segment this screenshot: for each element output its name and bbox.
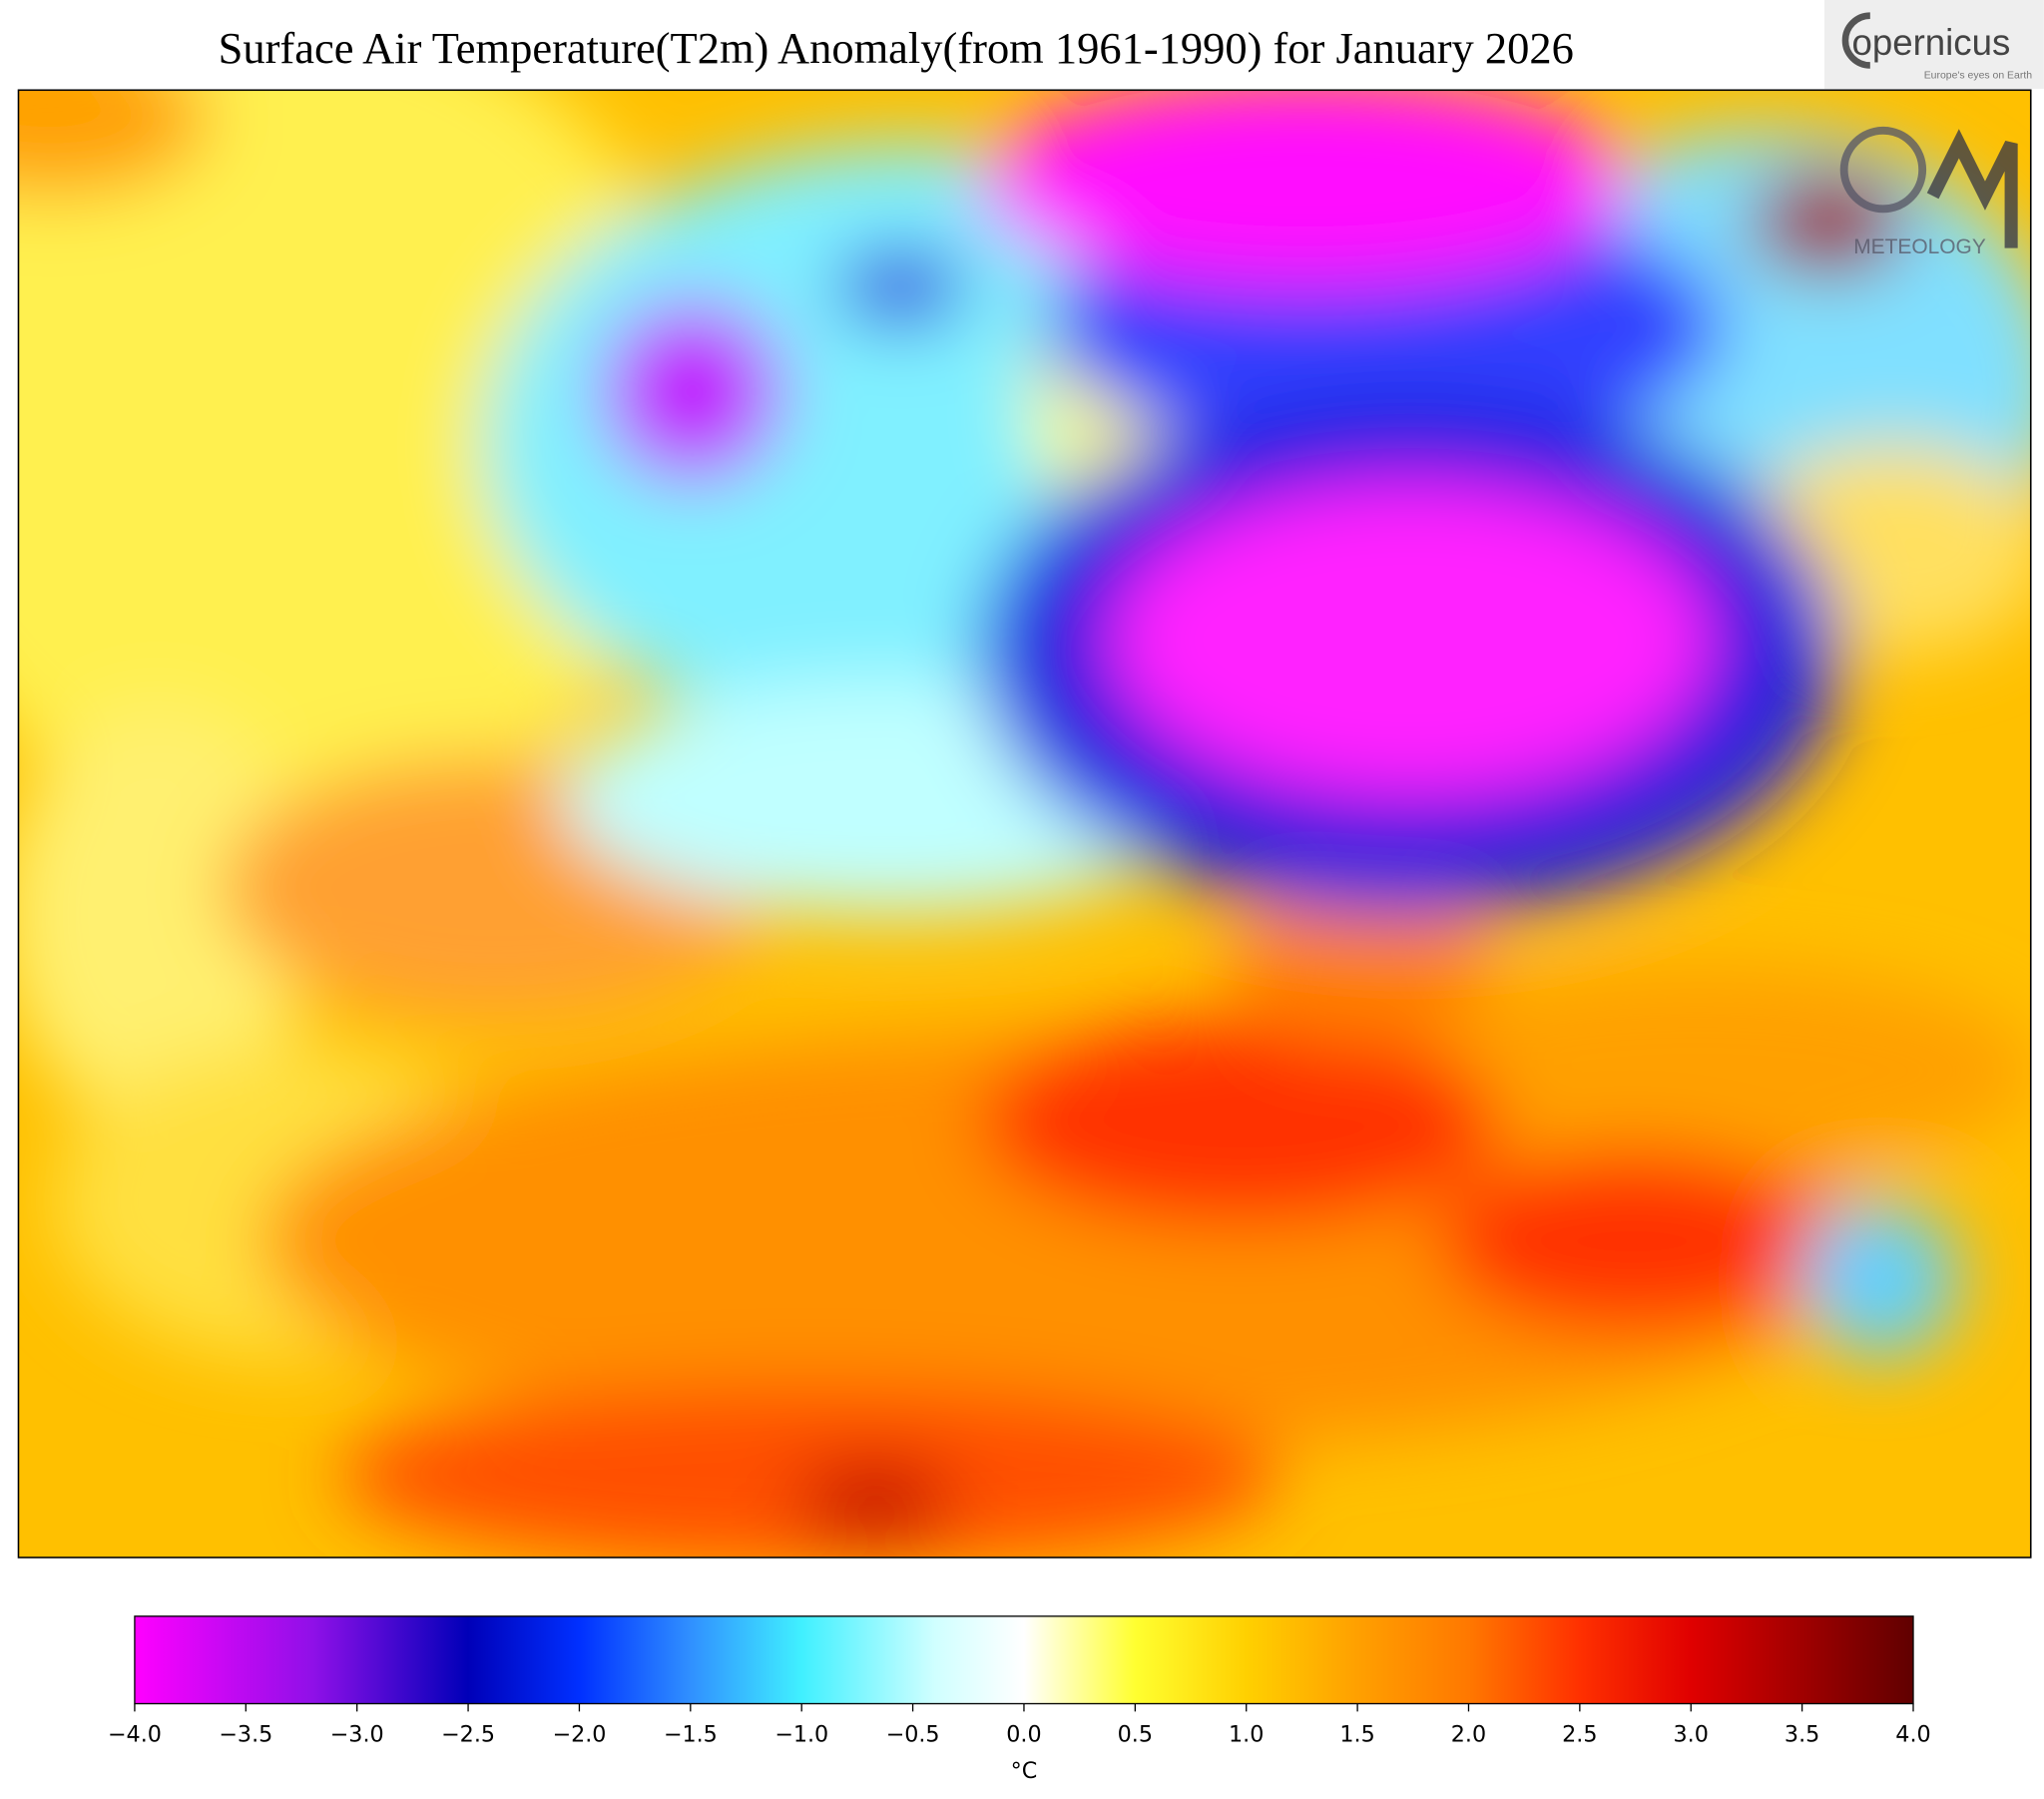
colorbar-tick-label: −0.5: [886, 1721, 940, 1747]
colorbar-tick-label: −2.0: [552, 1721, 606, 1747]
colorbar-tick-label: −1.0: [774, 1721, 828, 1747]
colorbar-tick-label: 4.0: [1895, 1721, 1930, 1747]
colorbar-tick-label: −3.5: [219, 1721, 272, 1747]
colorbar-tick-label: 1.0: [1229, 1721, 1264, 1747]
colorbar-tick-label: 3.0: [1674, 1721, 1709, 1747]
colorbar-tick-label: 2.0: [1451, 1721, 1486, 1747]
copernicus-logo: opernicus Europe's eyes on Earth: [1824, 0, 2044, 89]
anomaly-field: [18, 90, 2031, 1558]
colorbar-tick-label: 0.5: [1118, 1721, 1153, 1747]
colorbar-unit: °C: [1011, 1758, 1038, 1784]
colorbar-tick-label: 2.5: [1562, 1721, 1597, 1747]
meteology-name: METEOLOGY: [1853, 235, 1986, 258]
meteology-logo: METEOLOGY: [1839, 126, 2018, 258]
colorbar-tick-label: 0.0: [1006, 1721, 1041, 1747]
colorbar-tick-label: −1.5: [664, 1721, 718, 1747]
colorbar-ticks: −4.0 −3.5 −3.0 −2.5 −2.0 −1.5 −1.0 −0.5 0.0 0.5 1.…: [108, 1703, 1931, 1747]
map-frame: [17, 89, 2032, 1559]
colorbar: [134, 1615, 1914, 1705]
colorbar-tick-label: 3.5: [1785, 1721, 1819, 1747]
copernicus-name: opernicus: [1851, 22, 2010, 63]
colorbar-tick-label: −3.0: [330, 1721, 384, 1747]
title: Surface Air Temperature(T2m) Anomaly(fro…: [219, 23, 1574, 73]
colorbar-tick-label: 1.5: [1339, 1721, 1374, 1747]
copernicus-tagline: Europe's eyes on Earth: [1924, 71, 2033, 82]
colorbar-tick-label: −4.0: [108, 1721, 162, 1747]
colorbar-tick-label: −2.5: [441, 1721, 495, 1747]
